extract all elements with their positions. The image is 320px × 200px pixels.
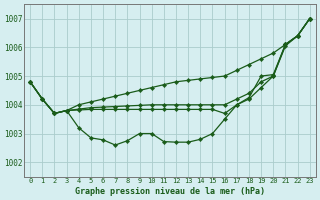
X-axis label: Graphe pression niveau de la mer (hPa): Graphe pression niveau de la mer (hPa) [75, 187, 265, 196]
